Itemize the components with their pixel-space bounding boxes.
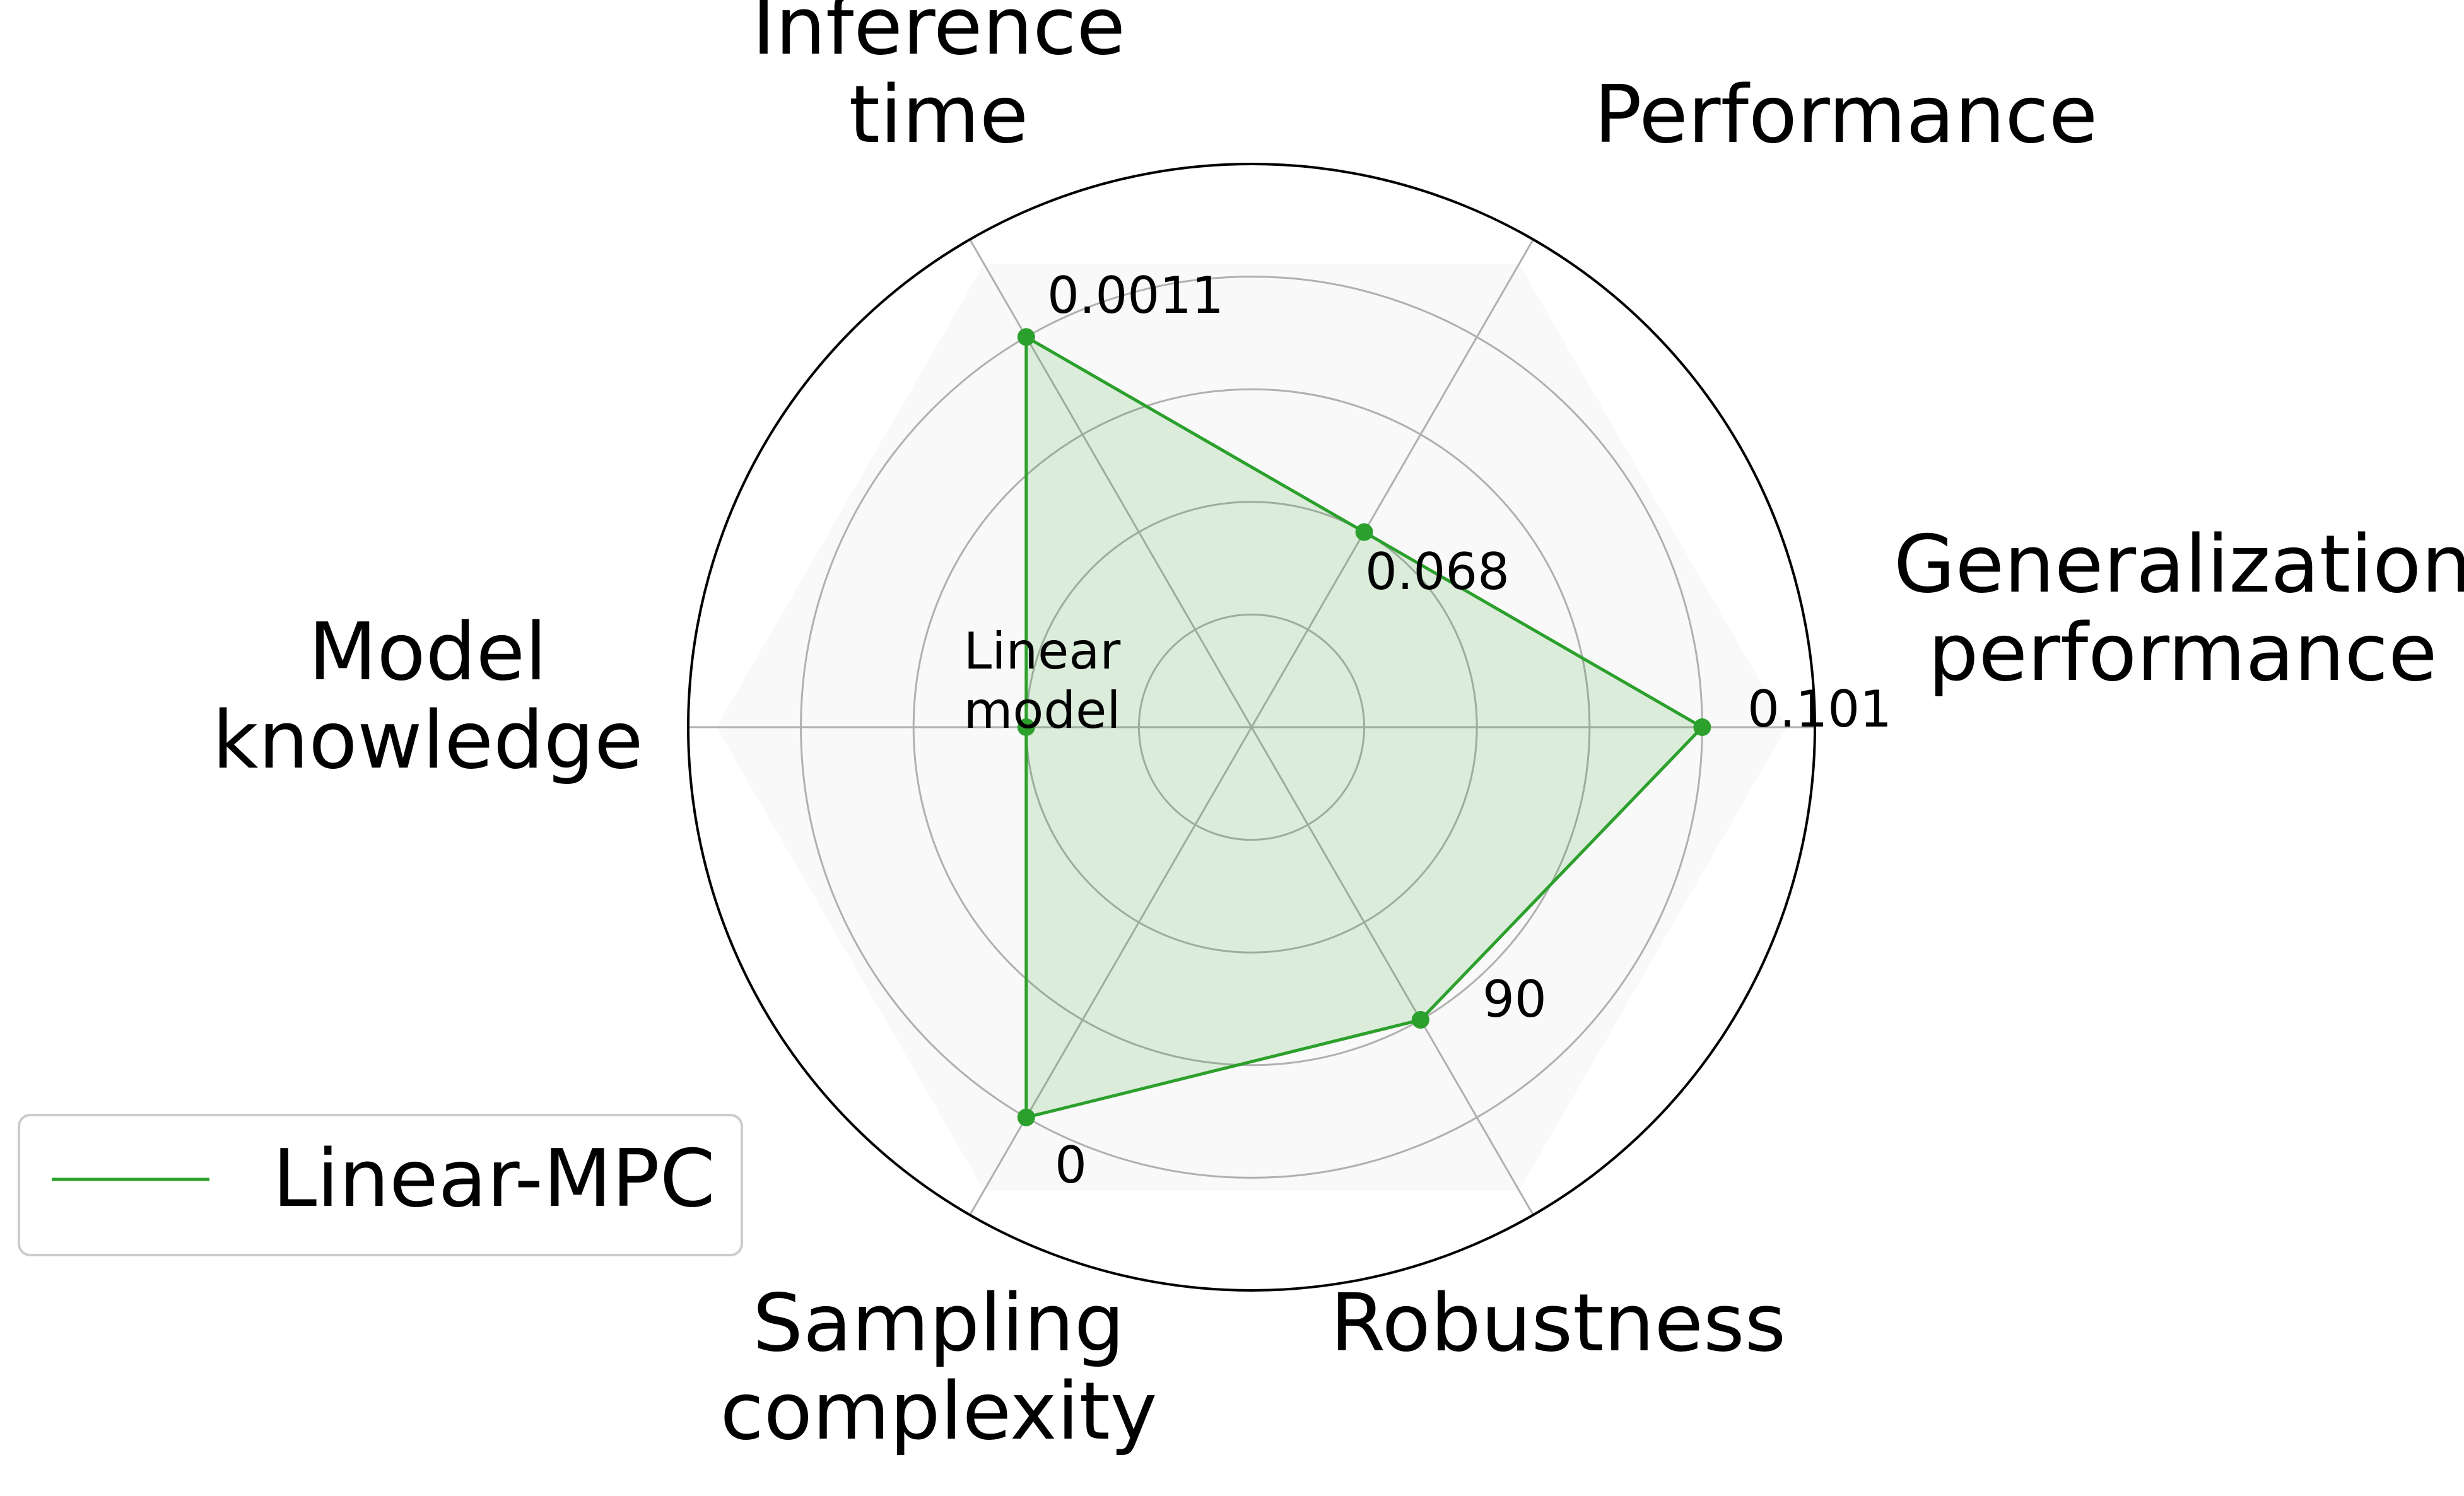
axis-label-4-line-2: knowledge: [213, 694, 643, 786]
data-point-4: [1017, 718, 1035, 736]
value-label-6-line-1: 90: [1482, 970, 1547, 1029]
axis-label-1-line-2: performance: [1928, 606, 2438, 699]
axis-label-1: Generalization performance: [1894, 518, 2464, 699]
axis-label-6: Robustness: [1330, 1277, 1786, 1369]
value-label-3-line-1: 0.0011: [1047, 266, 1224, 325]
value-label-4-line-2: model: [963, 681, 1120, 740]
series-linear-mpc: [1017, 328, 1711, 1126]
axis-label-2: Performance: [1594, 68, 2097, 161]
value-label-3: 0.0011: [1047, 266, 1224, 325]
value-label-5: 0: [1055, 1136, 1087, 1195]
grid: [687, 163, 1816, 1292]
axis-label-3: Inference time: [752, 0, 1125, 161]
value-label-2-line-1: 0.068: [1365, 542, 1510, 601]
value-label-2: 0.068: [1365, 542, 1510, 601]
value-labels: 0.101 0.068 0.0011 Linear model 0 90: [963, 266, 1892, 1195]
axis-label-5: Sampling complexity: [720, 1277, 1158, 1458]
axis-label-5-line-2: complexity: [720, 1365, 1158, 1458]
axis-label-5-line-1: Sampling: [753, 1277, 1125, 1369]
axis-label-6-line-1: Robustness: [1330, 1277, 1786, 1369]
data-point-1: [1693, 718, 1711, 736]
spoke-5: [969, 727, 1253, 1216]
value-label-6: 90: [1482, 970, 1547, 1029]
spoke-3: [969, 238, 1253, 728]
axis-label-1-line-1: Generalization: [1894, 518, 2464, 611]
axis-labels: Generalization performance Performance Infe…: [213, 0, 2464, 1458]
data-point-2: [1355, 523, 1373, 541]
data-point-5: [1017, 1108, 1035, 1126]
axis-label-3-line-1: Inference: [752, 0, 1125, 73]
spoke-2: [1250, 238, 1534, 728]
legend-label-linear-mpc: Linear-MPC: [273, 1132, 715, 1225]
axis-label-4: Model knowledge: [213, 605, 643, 786]
value-label-4: Linear model: [963, 622, 1120, 740]
data-point-3: [1017, 328, 1035, 346]
axis-label-2-line-1: Performance: [1594, 68, 2097, 161]
legend-box: [18, 1114, 743, 1256]
value-label-5-line-1: 0: [1055, 1136, 1087, 1195]
legend: Linear-MPC: [18, 1114, 743, 1256]
axis-label-3-line-2: time: [849, 68, 1029, 161]
value-label-4-line-1: Linear: [964, 622, 1121, 681]
value-label-1-line-1: 0.101: [1747, 680, 1892, 739]
data-point-6: [1411, 1011, 1429, 1029]
value-label-1: 0.101: [1747, 680, 1892, 739]
outer-frame: [687, 163, 1816, 1292]
axis-label-4-line-1: Model: [308, 605, 547, 698]
spoke-6: [1250, 727, 1534, 1216]
